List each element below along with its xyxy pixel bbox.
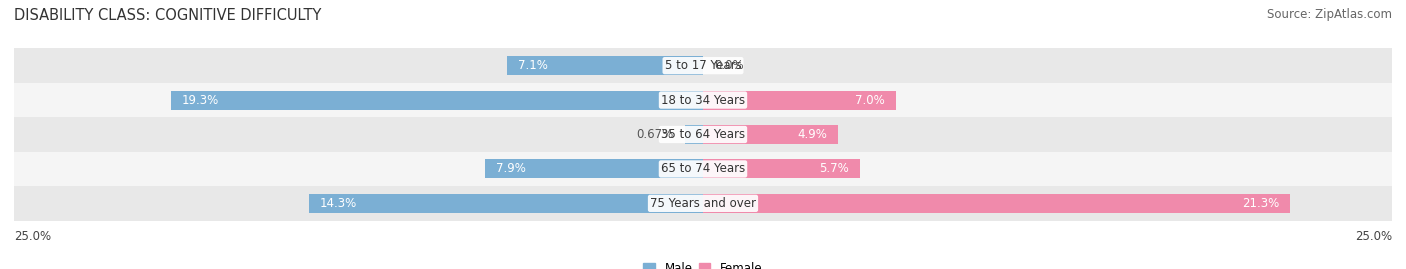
Bar <box>172 91 703 109</box>
Text: 7.0%: 7.0% <box>855 94 884 107</box>
Text: 14.3%: 14.3% <box>321 197 357 210</box>
Text: 19.3%: 19.3% <box>183 94 219 107</box>
Text: 4.9%: 4.9% <box>797 128 827 141</box>
Text: 18 to 34 Years: 18 to 34 Years <box>661 94 745 107</box>
Text: 0.0%: 0.0% <box>714 59 744 72</box>
Text: DISABILITY CLASS: COGNITIVE DIFFICULTY: DISABILITY CLASS: COGNITIVE DIFFICULTY <box>14 8 322 23</box>
Bar <box>14 83 1392 117</box>
Text: 25.0%: 25.0% <box>14 230 51 243</box>
Text: 65 to 74 Years: 65 to 74 Years <box>661 162 745 175</box>
Text: 7.1%: 7.1% <box>519 59 548 72</box>
Text: 0.67%: 0.67% <box>637 128 673 141</box>
Bar <box>703 91 896 109</box>
Bar <box>508 56 703 75</box>
Bar <box>703 160 860 178</box>
Bar <box>14 186 1392 221</box>
Bar <box>685 125 703 144</box>
Bar <box>485 160 703 178</box>
Text: 7.9%: 7.9% <box>496 162 526 175</box>
Text: 75 Years and over: 75 Years and over <box>650 197 756 210</box>
Bar <box>14 48 1392 83</box>
Text: 21.3%: 21.3% <box>1241 197 1279 210</box>
Text: 5.7%: 5.7% <box>820 162 849 175</box>
Text: 25.0%: 25.0% <box>1355 230 1392 243</box>
Bar <box>309 194 703 213</box>
Text: 35 to 64 Years: 35 to 64 Years <box>661 128 745 141</box>
Text: Source: ZipAtlas.com: Source: ZipAtlas.com <box>1267 8 1392 21</box>
Legend: Male, Female: Male, Female <box>638 258 768 269</box>
Bar <box>14 117 1392 152</box>
Bar <box>703 125 838 144</box>
Text: 5 to 17 Years: 5 to 17 Years <box>665 59 741 72</box>
Bar <box>703 194 1289 213</box>
Bar <box>14 152 1392 186</box>
